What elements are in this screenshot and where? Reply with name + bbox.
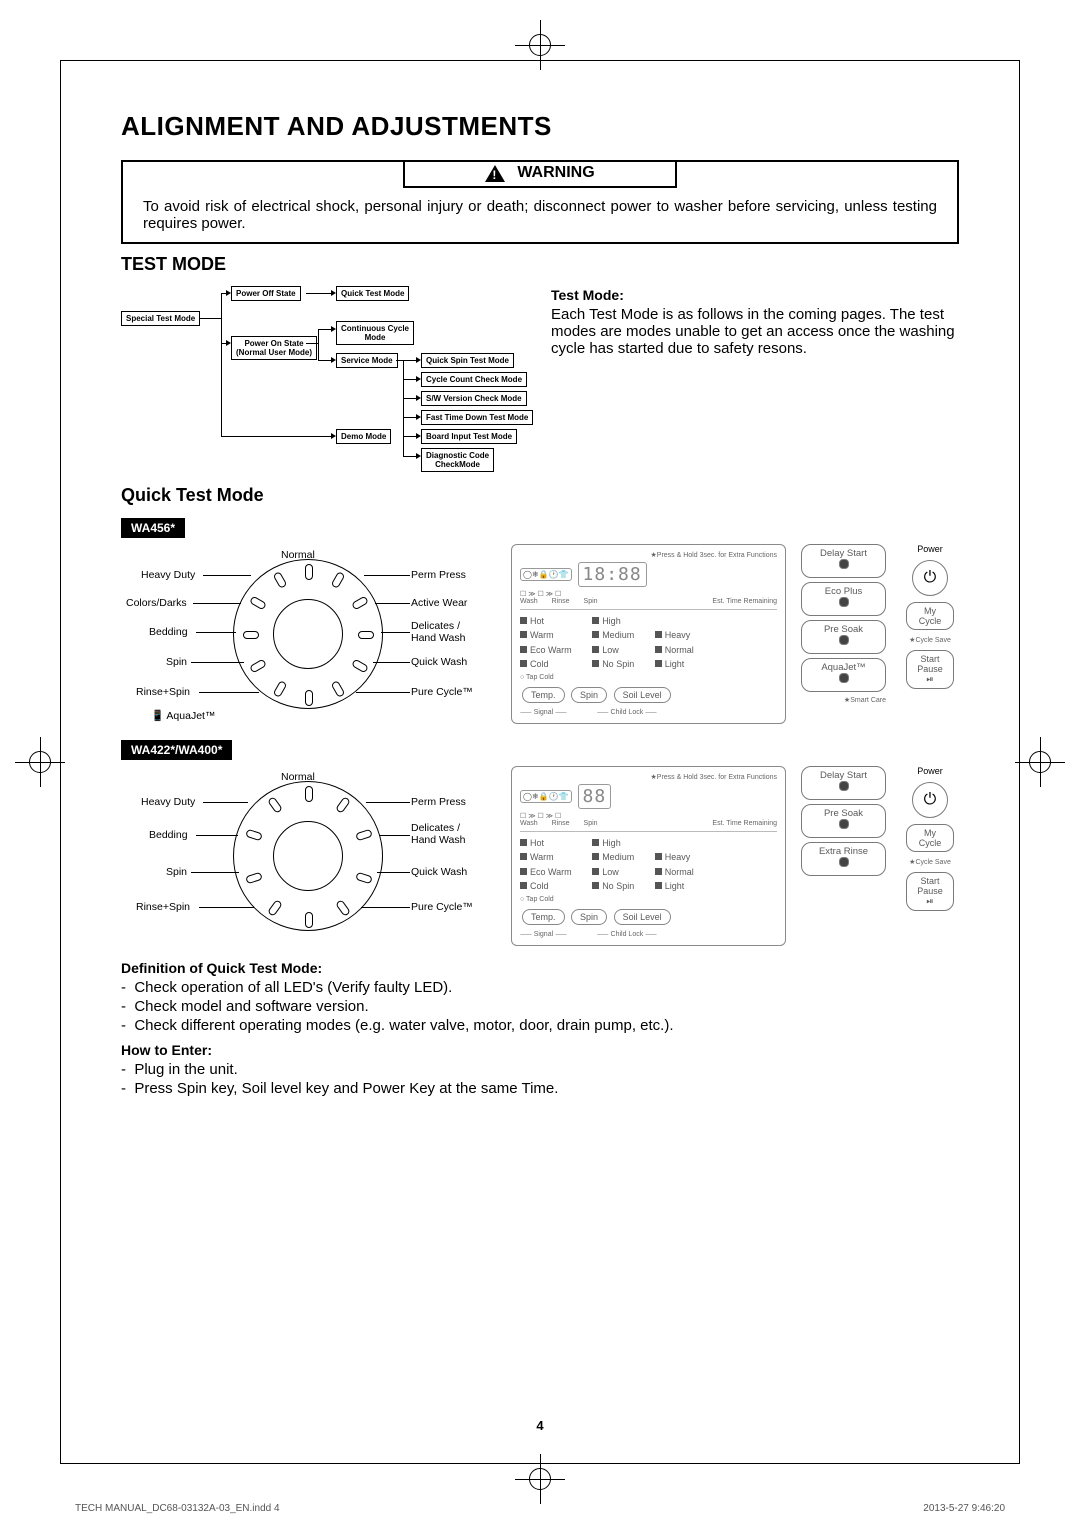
model-badge-2: WA422*/WA400* <box>121 740 232 760</box>
dial-label: Heavy Duty <box>141 569 195 581</box>
test-mode-description: Each Test Mode is as follows in the comi… <box>551 306 959 357</box>
flow-diagram: Special Test Mode Power Off State Quick … <box>121 281 531 471</box>
dial-label: Bedding <box>149 829 188 841</box>
dial-label: Spin <box>166 656 187 668</box>
control-panel-1: Normal Heavy Duty Colors/Darks Bedding S… <box>121 544 959 724</box>
page-number: 4 <box>61 1418 1019 1433</box>
warning-box: WARNING To avoid risk of electrical shoc… <box>121 160 959 244</box>
dial-label: 📱 AquaJet™ <box>151 709 215 722</box>
soil-button[interactable]: Soil Level <box>614 687 671 703</box>
spin-button[interactable]: Spin <box>571 687 607 703</box>
eco-plus-button[interactable]: Eco Plus <box>801 582 886 616</box>
dial-label: Quick Wash <box>411 866 467 878</box>
soil-button[interactable]: Soil Level <box>614 909 671 925</box>
start-pause-button[interactable]: Start Pause⏯ <box>906 872 954 911</box>
flow-quick-test: Quick Test Mode <box>336 286 409 301</box>
flow-power-off: Power Off State <box>231 286 301 301</box>
pre-soak-button[interactable]: Pre Soak <box>801 620 886 654</box>
dial-label: Rinse+Spin <box>136 901 190 913</box>
option-buttons-2: Delay Start Pre Soak Extra Rinse <box>801 766 886 876</box>
pre-soak-button[interactable]: Pre Soak <box>801 804 886 838</box>
display-segment: 18:88 <box>578 562 647 587</box>
dial-label: Normal <box>281 549 315 561</box>
display-segment: 88 <box>578 784 612 809</box>
my-cycle-button[interactable]: My Cycle <box>906 602 954 630</box>
flow-diag: Diagnostic Code CheckMode <box>421 448 494 472</box>
crop-mark-left <box>15 737 65 787</box>
howto-list: - Plug in the unit. - Press Spin key, So… <box>121 1061 959 1097</box>
extra-rinse-button[interactable]: Extra Rinse <box>801 842 886 876</box>
control-panel-2: Normal Heavy Duty Bedding Spin Rinse+Spi… <box>121 766 959 946</box>
flow-quick-spin: Quick Spin Test Mode <box>421 353 514 368</box>
warning-label: WARNING <box>517 164 594 182</box>
test-mode-subheading: Test Mode: <box>551 287 959 303</box>
dial-label: Bedding <box>149 626 188 638</box>
definition-list: - Check operation of all LED's (Verify f… <box>121 979 959 1034</box>
main-buttons-1: Power ⏻ My Cycle ★Cycle Save Start Pause… <box>901 544 959 689</box>
test-mode-heading: TEST MODE <box>121 254 959 275</box>
dial-label: Colors/Darks <box>126 597 187 609</box>
delay-start-button[interactable]: Delay Start <box>801 544 886 578</box>
dial-label: Delicates / Hand Wash <box>411 620 465 644</box>
flow-sw-version: S/W Version Check Mode <box>421 391 527 406</box>
dial-label: Normal <box>281 771 315 783</box>
model-badge-1: WA456* <box>121 518 185 538</box>
definition-heading: Definition of Quick Test Mode: <box>121 960 959 976</box>
display-panel-2: ★Press & Hold 3sec. for Extra Functions … <box>511 766 786 946</box>
power-button[interactable]: ⏻ <box>912 560 948 596</box>
footer-meta-right: 2013-5-27 9:46:20 <box>923 1503 1005 1514</box>
aquajet-button[interactable]: AquaJet™ <box>801 658 886 692</box>
flow-demo: Demo Mode <box>336 429 391 444</box>
flow-power-on: Power On State (Normal User Mode) <box>231 336 317 360</box>
start-pause-button[interactable]: Start Pause⏯ <box>906 650 954 689</box>
dial-label: Active Wear <box>411 597 467 609</box>
page-frame: ALIGNMENT AND ADJUSTMENTS WARNING To avo… <box>60 60 1020 1464</box>
dial-1: Normal Heavy Duty Colors/Darks Bedding S… <box>121 544 496 724</box>
dial-label: Pure Cycle™ <box>411 686 473 698</box>
spin-button[interactable]: Spin <box>571 909 607 925</box>
display-panel-1: ★Press & Hold 3sec. for Extra Functions … <box>511 544 786 724</box>
flow-continuous: Continuous Cycle Mode <box>336 321 414 345</box>
dial-label: Delicates / Hand Wash <box>411 822 465 846</box>
temp-button[interactable]: Temp. <box>522 909 565 925</box>
dial-label: Pure Cycle™ <box>411 901 473 913</box>
dial-label: Perm Press <box>411 796 466 808</box>
warning-text: To avoid risk of electrical shock, perso… <box>123 188 957 242</box>
crop-mark-right <box>1015 737 1065 787</box>
flow-service: Service Mode <box>336 353 398 368</box>
main-buttons-2: Power ⏻ My Cycle ★Cycle Save Start Pause… <box>901 766 959 911</box>
option-buttons-1: Delay Start Eco Plus Pre Soak AquaJet™ ★… <box>801 544 886 704</box>
dial-label: Rinse+Spin <box>136 686 190 698</box>
delay-start-button[interactable]: Delay Start <box>801 766 886 800</box>
my-cycle-button[interactable]: My Cycle <box>906 824 954 852</box>
dial-label: Spin <box>166 866 187 878</box>
footer-meta-left: TECH MANUAL_DC68-03132A-03_EN.indd 4 <box>75 1503 280 1514</box>
dial-label: Quick Wash <box>411 656 467 668</box>
howto-heading: How to Enter: <box>121 1042 959 1058</box>
flow-cycle-count: Cycle Count Check Mode <box>421 372 527 387</box>
dial-label: Perm Press <box>411 569 466 581</box>
temp-button[interactable]: Temp. <box>522 687 565 703</box>
flow-fast-time: Fast Time Down Test Mode <box>421 410 533 425</box>
warning-icon <box>485 165 505 182</box>
flow-board-input: Board Input Test Mode <box>421 429 517 444</box>
flow-special: Special Test Mode <box>121 311 200 326</box>
power-button[interactable]: ⏻ <box>912 782 948 818</box>
page-title: ALIGNMENT AND ADJUSTMENTS <box>121 111 959 142</box>
quick-test-heading: Quick Test Mode <box>121 485 959 506</box>
dial-2: Normal Heavy Duty Bedding Spin Rinse+Spi… <box>121 766 496 946</box>
dial-label: Heavy Duty <box>141 796 195 808</box>
